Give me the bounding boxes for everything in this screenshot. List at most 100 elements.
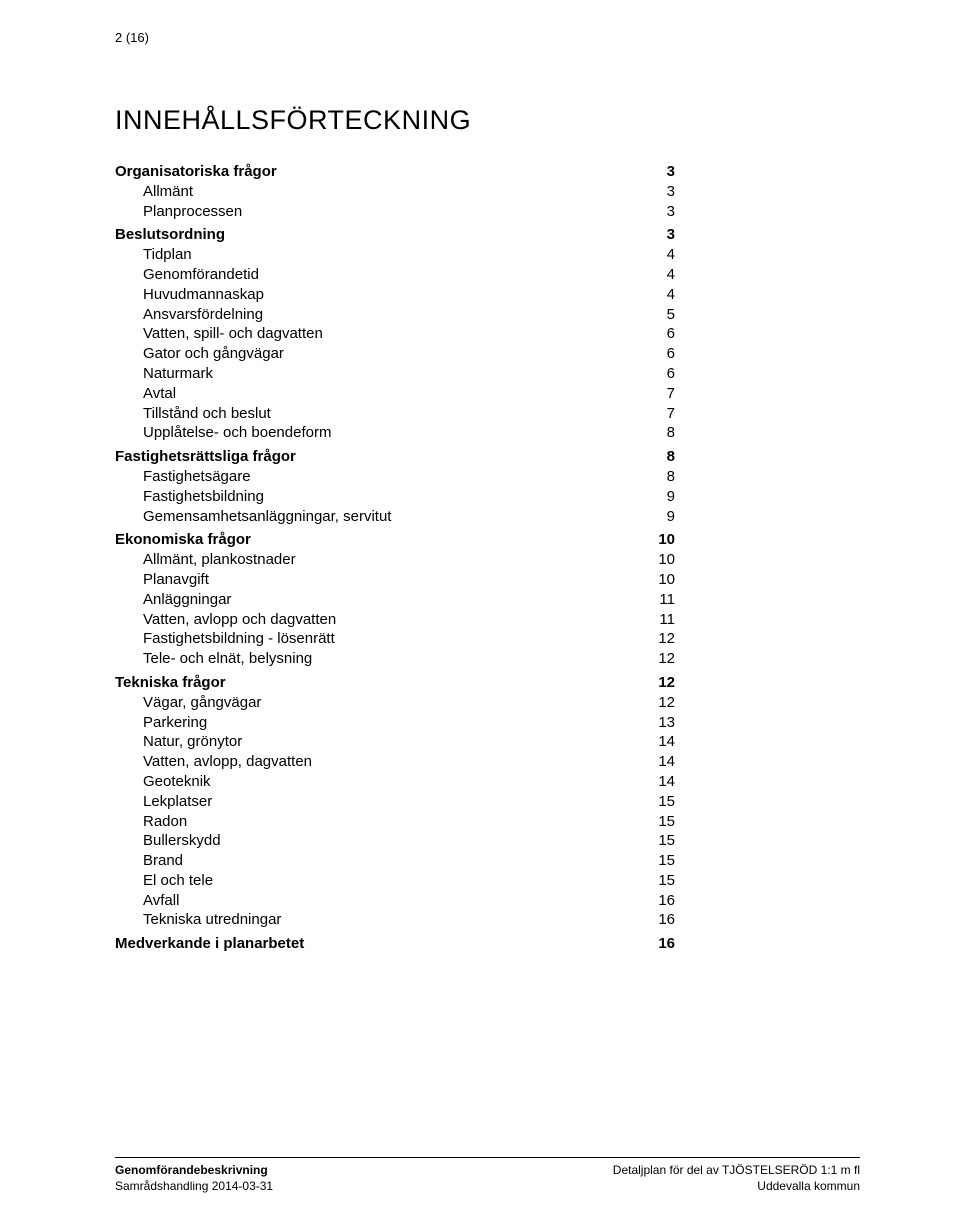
toc-item-label: Vägar, gångvägar: [115, 693, 635, 713]
toc-heading-page: 10: [635, 530, 675, 550]
footer-left-line1: Genomförandebeskrivning: [115, 1162, 273, 1178]
toc-item-label: Planprocessen: [115, 202, 635, 222]
toc-item-page: 12: [635, 693, 675, 713]
footer: Genomförandebeskrivning Samrådshandling …: [115, 1157, 860, 1194]
toc-heading-row: Beslutsordning3: [115, 225, 675, 245]
toc-heading-label: Fastighetsrättsliga frågor: [115, 447, 635, 467]
toc-item-row: Genomförandetid4: [115, 265, 675, 285]
toc-item-row: Tillstånd och beslut7: [115, 404, 675, 424]
toc-item-label: Parkering: [115, 713, 635, 733]
toc-item-page: 3: [635, 182, 675, 202]
toc-item-page: 4: [635, 245, 675, 265]
toc-item-label: Upplåtelse- och boendeform: [115, 423, 635, 443]
toc-item-label: Ansvarsfördelning: [115, 305, 635, 325]
toc-item-row: El och tele15: [115, 871, 675, 891]
toc-heading-label: Tekniska frågor: [115, 673, 635, 693]
toc-item-row: Vatten, avlopp, dagvatten14: [115, 752, 675, 772]
page: 2 (16) INNEHÅLLSFÖRTECKNING Organisatori…: [0, 0, 960, 1229]
toc-item-row: Allmänt3: [115, 182, 675, 202]
toc-item-page: 6: [635, 344, 675, 364]
toc-item-row: Brand15: [115, 851, 675, 871]
toc-heading-row: Medverkande i planarbetet16: [115, 934, 675, 954]
toc-item-label: Avtal: [115, 384, 635, 404]
toc-item-row: Geoteknik14: [115, 772, 675, 792]
toc-item-page: 10: [635, 550, 675, 570]
toc-item-row: Naturmark6: [115, 364, 675, 384]
toc-item-row: Gator och gångvägar6: [115, 344, 675, 364]
toc-item-page: 14: [635, 752, 675, 772]
toc-item-page: 7: [635, 384, 675, 404]
toc-item-page: 15: [635, 812, 675, 832]
toc-item-row: Avfall16: [115, 891, 675, 911]
footer-left-line2: Samrådshandling 2014-03-31: [115, 1178, 273, 1194]
toc-item-page: 6: [635, 324, 675, 344]
toc-item-label: Brand: [115, 851, 635, 871]
toc-item-label: Vatten, spill- och dagvatten: [115, 324, 635, 344]
toc-item-label: Vatten, avlopp och dagvatten: [115, 610, 635, 630]
toc-item-label: Radon: [115, 812, 635, 832]
toc-item-page: 4: [635, 285, 675, 305]
toc-item-row: Allmänt, plankostnader10: [115, 550, 675, 570]
toc-heading-page: 16: [635, 934, 675, 954]
toc-item-label: Avfall: [115, 891, 635, 911]
toc-item-page: 13: [635, 713, 675, 733]
toc-item-row: Planavgift10: [115, 570, 675, 590]
footer-right-line1: Detaljplan för del av TJÖSTELSERÖD 1:1 m…: [613, 1162, 860, 1178]
toc-item-row: Ansvarsfördelning5: [115, 305, 675, 325]
toc-heading-row: Ekonomiska frågor10: [115, 530, 675, 550]
toc-item-label: Fastighetsbildning - lösenrätt: [115, 629, 635, 649]
toc-item-label: Natur, grönytor: [115, 732, 635, 752]
toc-item-label: Allmänt: [115, 182, 635, 202]
toc-item-page: 8: [635, 423, 675, 443]
toc-item-row: Vatten, spill- och dagvatten6: [115, 324, 675, 344]
toc-heading-row: Organisatoriska frågor3: [115, 162, 675, 182]
toc-item-label: Tidplan: [115, 245, 635, 265]
footer-right: Detaljplan för del av TJÖSTELSERÖD 1:1 m…: [613, 1162, 860, 1194]
toc-heading-page: 12: [635, 673, 675, 693]
page-number: 2 (16): [115, 30, 860, 45]
toc-heading-label: Beslutsordning: [115, 225, 635, 245]
toc-item-page: 11: [635, 610, 675, 630]
toc-item-label: Genomförandetid: [115, 265, 635, 285]
toc-item-label: Fastighetsägare: [115, 467, 635, 487]
toc-title: INNEHÅLLSFÖRTECKNING: [115, 105, 860, 136]
toc-item-label: Huvudmannaskap: [115, 285, 635, 305]
toc-item-row: Parkering13: [115, 713, 675, 733]
toc-item-row: Lekplatser15: [115, 792, 675, 812]
toc-item-page: 15: [635, 871, 675, 891]
toc-item-page: 14: [635, 772, 675, 792]
toc-item-page: 12: [635, 629, 675, 649]
toc-item-row: Fastighetsbildning9: [115, 487, 675, 507]
toc-item-page: 5: [635, 305, 675, 325]
toc-item-page: 6: [635, 364, 675, 384]
toc-item-row: Radon15: [115, 812, 675, 832]
footer-left: Genomförandebeskrivning Samrådshandling …: [115, 1162, 273, 1194]
toc-item-row: Natur, grönytor14: [115, 732, 675, 752]
toc-item-label: Gemensamhetsanläggningar, servitut: [115, 507, 635, 527]
toc-item-page: 9: [635, 487, 675, 507]
toc-item-page: 12: [635, 649, 675, 669]
toc-heading-row: Tekniska frågor12: [115, 673, 675, 693]
toc-item-label: Geoteknik: [115, 772, 635, 792]
toc-item-label: Tele- och elnät, belysning: [115, 649, 635, 669]
toc-heading-page: 3: [635, 162, 675, 182]
toc-item-label: Anläggningar: [115, 590, 635, 610]
toc-heading-label: Ekonomiska frågor: [115, 530, 635, 550]
toc-item-label: Lekplatser: [115, 792, 635, 812]
toc-item-page: 16: [635, 910, 675, 930]
toc-heading-row: Fastighetsrättsliga frågor8: [115, 447, 675, 467]
toc-item-label: Tillstånd och beslut: [115, 404, 635, 424]
toc-item-page: 9: [635, 507, 675, 527]
toc-item-row: Fastighetsägare8: [115, 467, 675, 487]
toc-item-row: Huvudmannaskap4: [115, 285, 675, 305]
toc-item-row: Vägar, gångvägar12: [115, 693, 675, 713]
toc-item-row: Tele- och elnät, belysning12: [115, 649, 675, 669]
table-of-contents: Organisatoriska frågor3Allmänt3Planproce…: [115, 162, 675, 954]
toc-item-page: 8: [635, 467, 675, 487]
toc-item-row: Vatten, avlopp och dagvatten11: [115, 610, 675, 630]
toc-item-page: 16: [635, 891, 675, 911]
toc-item-page: 11: [635, 590, 675, 610]
toc-item-page: 3: [635, 202, 675, 222]
toc-item-label: Gator och gångvägar: [115, 344, 635, 364]
toc-item-label: Bullerskydd: [115, 831, 635, 851]
